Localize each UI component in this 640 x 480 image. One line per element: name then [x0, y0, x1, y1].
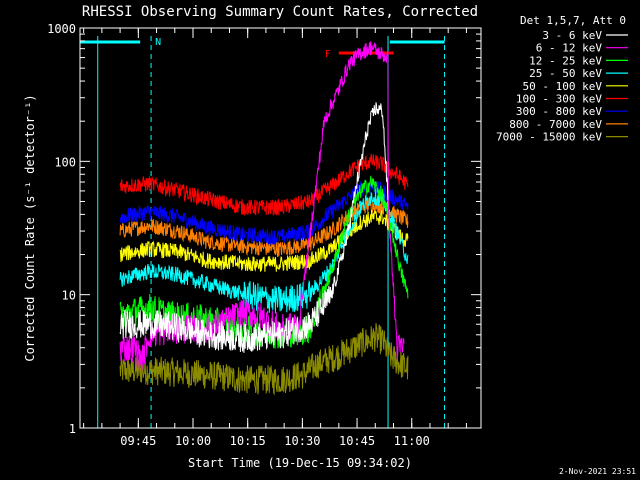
series-line — [119, 323, 409, 396]
x-tick-label: 10:00 — [175, 434, 211, 448]
legend-label: 50 - 100 keV — [523, 80, 603, 93]
legend-label: 7000 - 15000 keV — [496, 131, 602, 144]
series-line — [119, 189, 409, 314]
legend-label: 800 - 7000 keV — [509, 118, 602, 131]
series-line — [119, 153, 409, 216]
legend-label: 100 - 300 keV — [516, 93, 602, 106]
plot-frame — [79, 27, 482, 429]
plot-area: NF — [80, 36, 446, 428]
night-label: N — [155, 37, 161, 48]
y-axis-label: Corrected Count Rate (s⁻¹ detector⁻¹) — [23, 94, 37, 361]
legend-label: 3 - 6 keV — [542, 29, 602, 42]
y-tick-label: 1000 — [47, 22, 76, 36]
legend-label: 6 - 12 keV — [536, 42, 603, 55]
timestamp: 2-Nov-2021 23:51 — [559, 467, 636, 476]
series-line — [119, 209, 409, 272]
y-tick-label: 1 — [69, 422, 76, 436]
x-axis-label: Start Time (19-Dec-15 09:34:02) — [188, 456, 412, 470]
series-line — [119, 102, 389, 353]
legend-label: 12 - 25 keV — [529, 54, 602, 67]
axes: 1 10 100 1000 09:45 10:00 10:15 10:30 10:45 11:00 — [47, 22, 481, 448]
x-tick-label: 10:30 — [284, 434, 320, 448]
x-tick-label: 09:45 — [120, 434, 156, 448]
x-tick-label: 10:45 — [339, 434, 375, 448]
x-tick-label: 10:15 — [230, 434, 266, 448]
legend-label: 300 - 800 keV — [516, 105, 602, 118]
x-tick-label: 11:00 — [394, 434, 430, 448]
legend-header: Det 1,5,7, Att 0 — [520, 14, 626, 27]
flare-label: F — [325, 49, 331, 60]
y-tick-label: 100 — [54, 155, 76, 169]
chart-title: RHESSI Observing Summary Count Rates, Co… — [82, 4, 478, 20]
legend-label: 25 - 50 keV — [529, 67, 602, 80]
y-tick-label: 10 — [62, 289, 76, 303]
